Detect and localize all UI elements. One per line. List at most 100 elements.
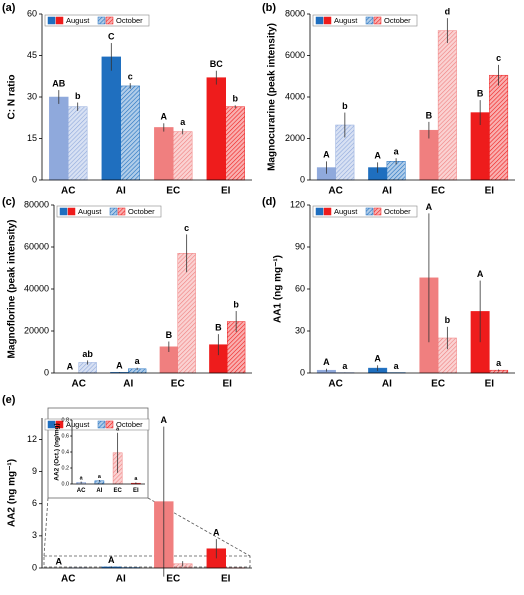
x-tick-label: AI bbox=[382, 186, 392, 197]
significance-letter: c bbox=[128, 72, 133, 82]
significance-letter: A bbox=[323, 150, 330, 160]
legend-label: August bbox=[334, 207, 358, 216]
legend-swatch bbox=[60, 208, 67, 215]
y-tick-label: 0.0 bbox=[62, 481, 70, 487]
y-tick-label: 9 bbox=[32, 466, 37, 476]
panel: (a)C: N ratio015304560ACABbAICcECAaEIBCb… bbox=[2, 2, 252, 197]
x-tick-label: AC bbox=[328, 379, 342, 390]
y-axis-label: AA1 (ng mg⁻¹) bbox=[273, 255, 284, 323]
significance-letter: B bbox=[426, 110, 433, 120]
panel-label: (b) bbox=[262, 2, 276, 14]
y-tick-label: 4000 bbox=[285, 91, 305, 101]
y-tick-label: 45 bbox=[27, 50, 37, 60]
legend-swatch bbox=[366, 17, 373, 24]
significance-letter: AB bbox=[52, 78, 65, 88]
legend-swatch bbox=[106, 17, 113, 24]
x-tick-label: AC bbox=[328, 186, 342, 197]
legend-swatch bbox=[366, 208, 373, 215]
y-tick-label: 80000 bbox=[24, 199, 49, 209]
significance-letter: A bbox=[213, 527, 220, 537]
significance-letter: a bbox=[394, 361, 400, 371]
significance-letter: A bbox=[108, 555, 115, 565]
zoom-line bbox=[44, 498, 48, 556]
y-tick-label: 0.6 bbox=[62, 433, 70, 439]
significance-letter: A bbox=[477, 269, 484, 279]
significance-letter: B bbox=[477, 88, 484, 98]
y-tick-label: 6 bbox=[32, 498, 37, 508]
legend-swatch bbox=[110, 208, 117, 215]
y-tick-label: 60 bbox=[27, 8, 37, 18]
x-tick-label: EC bbox=[166, 574, 180, 585]
y-tick-label: 30 bbox=[27, 91, 37, 101]
legend-swatch bbox=[118, 208, 125, 215]
y-tick-label: 0 bbox=[32, 562, 37, 572]
bar bbox=[102, 57, 121, 180]
x-tick-label: AI bbox=[116, 186, 126, 197]
legend-swatch bbox=[324, 17, 331, 24]
legend-label: August bbox=[66, 420, 90, 429]
y-tick-label: 60000 bbox=[24, 241, 49, 251]
legend-label: October bbox=[116, 16, 143, 25]
x-tick-label: AC bbox=[61, 574, 75, 585]
y-tick-label: 0 bbox=[32, 174, 37, 184]
legend-swatch bbox=[56, 17, 63, 24]
significance-letter: b bbox=[342, 101, 348, 111]
panel-label: (a) bbox=[2, 2, 16, 14]
y-tick-label: 12 bbox=[27, 434, 37, 444]
x-tick-label: AC bbox=[72, 379, 86, 390]
x-tick-label: EI bbox=[223, 379, 233, 390]
bar bbox=[121, 86, 140, 180]
x-tick-label: EC bbox=[166, 186, 180, 197]
significance-letter: B bbox=[215, 323, 222, 333]
panel: (b)Magnocurarine (peak intensity)0200040… bbox=[262, 2, 515, 197]
y-tick-label: 90 bbox=[295, 241, 305, 251]
significance-letter: C bbox=[108, 31, 115, 41]
significance-letter: d bbox=[445, 7, 451, 17]
y-tick-label: 3 bbox=[32, 530, 37, 540]
significance-letter: c bbox=[496, 53, 501, 63]
significance-letter: b bbox=[445, 315, 451, 325]
bar bbox=[438, 31, 456, 180]
y-axis-label: Magnoflorine (peak intensity) bbox=[7, 220, 18, 359]
y-tick-label: 0.8 bbox=[62, 417, 70, 423]
significance-letter: A bbox=[323, 357, 330, 367]
y-axis-label: Magnocurarine (peak intensity) bbox=[267, 23, 278, 171]
x-tick-label: EI bbox=[133, 488, 139, 494]
bar bbox=[154, 127, 173, 180]
y-tick-label: 15 bbox=[27, 133, 37, 143]
significance-letter: A bbox=[116, 361, 123, 371]
significance-letter: b bbox=[232, 94, 238, 104]
legend-swatch bbox=[98, 17, 105, 24]
x-tick-label: AI bbox=[116, 574, 126, 585]
x-tick-label: EC bbox=[113, 488, 122, 494]
legend-swatch bbox=[98, 421, 105, 428]
bar bbox=[173, 132, 192, 180]
x-tick-label: EI bbox=[485, 186, 495, 197]
y-tick-label: 30 bbox=[295, 325, 305, 335]
significance-letter: A bbox=[67, 361, 74, 371]
y-tick-label: 120 bbox=[290, 199, 305, 209]
x-tick-label: EI bbox=[221, 574, 231, 585]
panel-label: (d) bbox=[262, 196, 276, 208]
significance-letter: A bbox=[374, 354, 381, 364]
y-tick-label: 0.4 bbox=[62, 449, 70, 455]
significance-letter: a bbox=[135, 356, 141, 366]
y-tick-label: 0 bbox=[300, 174, 305, 184]
significance-letter: A bbox=[426, 202, 433, 212]
significance-letter: a bbox=[180, 117, 186, 127]
significance-letter: b bbox=[75, 91, 81, 101]
panel-label: (e) bbox=[2, 394, 16, 406]
significance-letter: A bbox=[56, 556, 63, 566]
significance-letter: A bbox=[161, 415, 168, 425]
significance-letter: A bbox=[161, 112, 168, 122]
x-tick-label: EC bbox=[431, 379, 445, 390]
significance-letter: b bbox=[233, 299, 239, 309]
legend-label: October bbox=[384, 207, 411, 216]
significance-letter: a bbox=[496, 358, 502, 368]
y-tick-label: 20000 bbox=[24, 325, 49, 335]
significance-letter: A bbox=[374, 151, 381, 161]
legend-label: October bbox=[384, 16, 411, 25]
bar bbox=[226, 107, 245, 180]
y-tick-label: 0 bbox=[44, 367, 49, 377]
